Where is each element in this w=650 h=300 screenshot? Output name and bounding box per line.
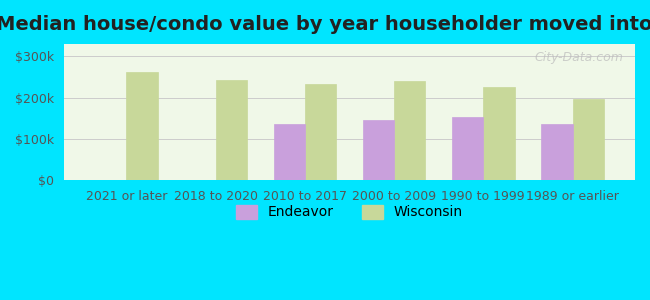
Bar: [394, 81, 425, 180]
Bar: [573, 99, 604, 180]
Bar: [274, 124, 305, 180]
Bar: [305, 84, 336, 180]
Title: Median house/condo value by year householder moved into unit: Median house/condo value by year househo…: [0, 15, 650, 34]
Text: City-Data.com: City-Data.com: [535, 51, 623, 64]
Bar: [126, 72, 157, 180]
Bar: [363, 120, 394, 180]
Legend: Endeavor, Wisconsin: Endeavor, Wisconsin: [231, 199, 469, 225]
Bar: [484, 87, 515, 180]
Bar: [541, 124, 573, 180]
Bar: [216, 80, 247, 180]
Bar: [452, 117, 484, 180]
